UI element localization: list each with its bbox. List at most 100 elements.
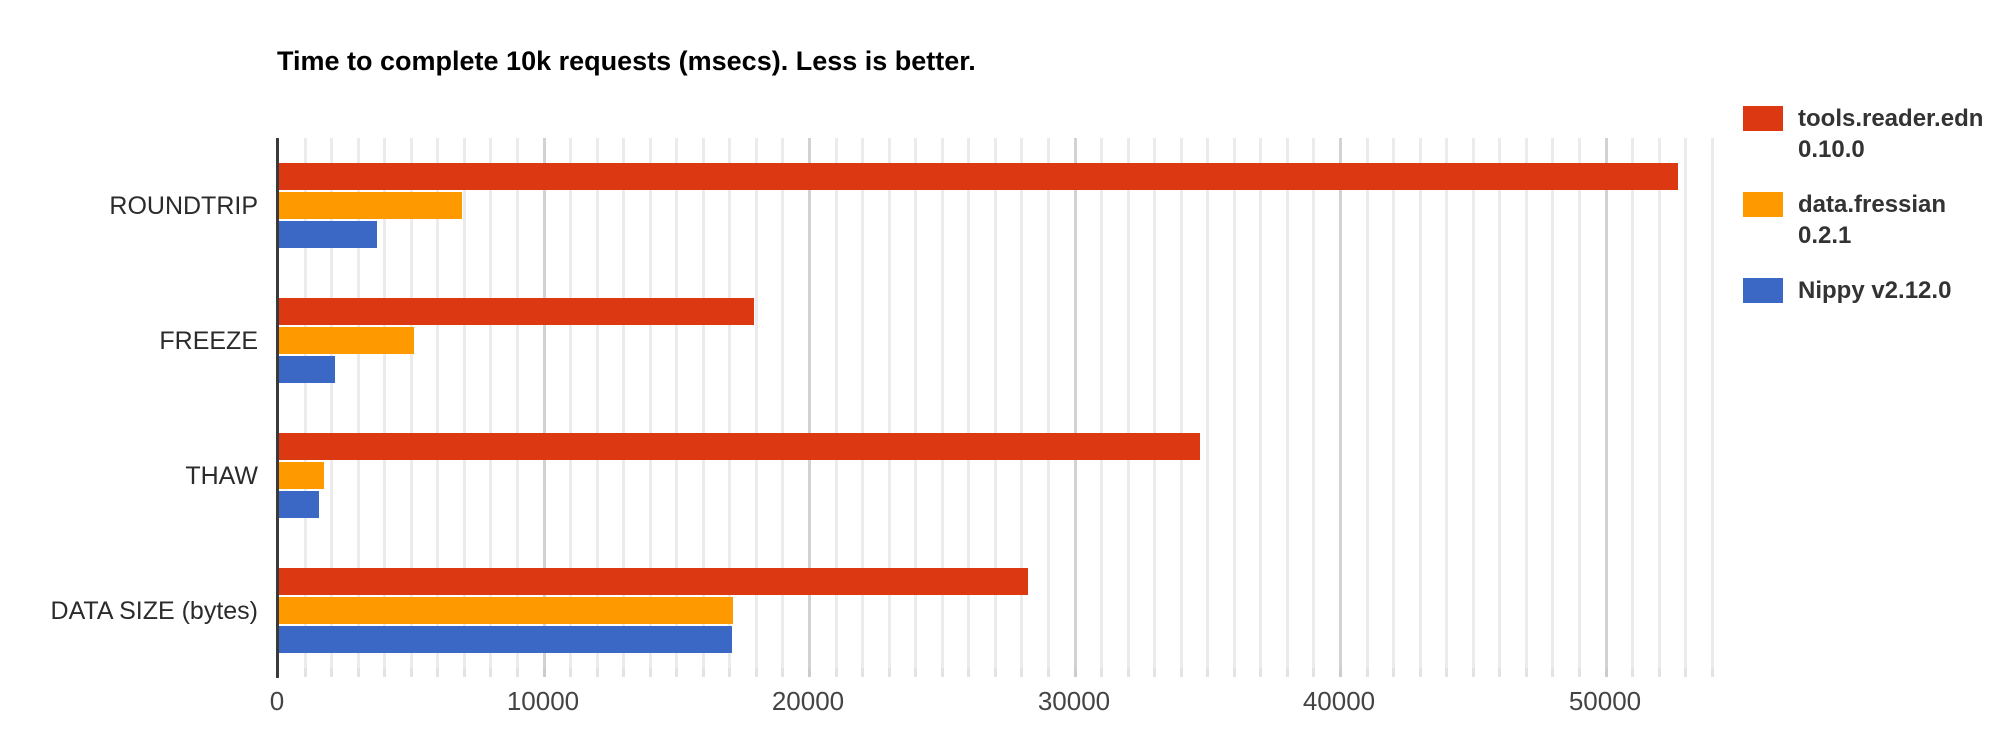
tick-mark	[755, 668, 758, 677]
gridline-minor	[1392, 138, 1395, 668]
bar-3-2	[279, 356, 335, 383]
gridline-minor	[1312, 138, 1315, 668]
bar-2-3	[279, 462, 324, 489]
tick-mark	[702, 668, 705, 677]
tick-mark	[596, 668, 599, 677]
tick-mark	[861, 668, 864, 677]
tick-mark	[808, 668, 811, 677]
gridline-major	[808, 138, 811, 668]
tick-mark	[543, 668, 546, 677]
gridline-minor	[1047, 138, 1050, 668]
gridline-minor	[702, 138, 705, 668]
tick-mark	[1658, 668, 1661, 677]
tick-mark	[1684, 668, 1687, 677]
gridline-minor	[888, 138, 891, 668]
gridline-minor	[489, 138, 492, 668]
gridline-minor	[383, 138, 386, 668]
tick-mark	[1419, 668, 1422, 677]
legend-swatch	[1743, 278, 1783, 303]
axis-baseline	[276, 138, 279, 678]
tick-mark	[994, 668, 997, 677]
gridline-minor	[622, 138, 625, 668]
x-tick-label: 30000	[1037, 686, 1111, 716]
gridline-minor	[1578, 138, 1581, 668]
bar-2-4	[279, 597, 733, 624]
tick-mark	[1020, 668, 1023, 677]
tick-mark	[1525, 668, 1528, 677]
gridline-minor	[1525, 138, 1528, 668]
gridline-minor	[410, 138, 413, 668]
gridline-minor	[1153, 138, 1156, 668]
tick-mark	[1366, 668, 1369, 677]
legend-swatch	[1743, 192, 1783, 217]
bar-3-3	[279, 491, 319, 518]
tick-mark	[304, 668, 307, 677]
tick-mark	[1339, 668, 1342, 677]
plot-area	[276, 138, 1730, 678]
tick-mark	[1312, 668, 1315, 677]
gridline-minor	[1286, 138, 1289, 668]
gridline-minor	[1684, 138, 1687, 668]
tick-mark	[1074, 668, 1077, 677]
tick-mark	[1578, 668, 1581, 677]
tick-mark	[1180, 668, 1183, 677]
gridline-minor	[304, 138, 307, 668]
tick-mark	[1153, 668, 1156, 677]
tick-mark	[1259, 668, 1262, 677]
gridline-minor	[357, 138, 360, 668]
legend: tools.reader.edn 0.10.0 data.fressian 0.2…	[1743, 103, 2006, 330]
tick-mark	[1047, 668, 1050, 677]
category-label: FREEZE	[159, 326, 258, 355]
legend-item: tools.reader.edn 0.10.0	[1743, 103, 2006, 165]
tick-mark	[383, 668, 386, 677]
tick-mark	[1233, 668, 1236, 677]
legend-swatch	[1743, 106, 1783, 131]
tick-mark	[1498, 668, 1501, 677]
bar-1-2	[279, 298, 754, 325]
gridline-minor	[1020, 138, 1023, 668]
tick-mark	[649, 668, 652, 677]
bar-1-3	[279, 433, 1200, 460]
chart-title: Time to complete 10k requests (msecs). L…	[277, 46, 976, 76]
bar-1-4	[279, 568, 1028, 595]
tick-mark	[516, 668, 519, 677]
tick-mark	[835, 668, 838, 677]
x-tick-label: 20000	[771, 686, 845, 716]
gridline-major	[1074, 138, 1077, 668]
gridline-minor	[675, 138, 678, 668]
gridline-minor	[941, 138, 944, 668]
tick-mark	[1127, 668, 1130, 677]
tick-mark	[622, 668, 625, 677]
tick-mark	[1605, 668, 1608, 677]
gridline-minor	[1498, 138, 1501, 668]
tick-mark	[330, 668, 333, 677]
tick-mark	[1392, 668, 1395, 677]
x-tick-label: 40000	[1302, 686, 1376, 716]
tick-mark	[410, 668, 413, 677]
gridline-major	[543, 138, 546, 668]
tick-mark	[1286, 668, 1289, 677]
tick-mark	[781, 668, 784, 677]
tick-mark	[1206, 668, 1209, 677]
gridline-major	[1339, 138, 1342, 668]
tick-mark	[1631, 668, 1634, 677]
tick-mark	[1472, 668, 1475, 677]
gridline-minor	[1180, 138, 1183, 668]
legend-label: Nippy v2.12.0	[1798, 277, 1952, 304]
tick-mark	[569, 668, 572, 677]
gridline-minor	[1631, 138, 1634, 668]
tick-mark	[1711, 668, 1714, 677]
gridline-minor	[463, 138, 466, 668]
tick-mark	[357, 668, 360, 677]
bar-3-4	[279, 626, 732, 653]
gridline-minor	[1711, 138, 1714, 668]
gridline-minor	[914, 138, 917, 668]
x-tick-label: 10000	[506, 686, 580, 716]
legend-label: tools.reader.edn 0.10.0	[1798, 105, 1984, 163]
gridline-minor	[649, 138, 652, 668]
gridline-minor	[1419, 138, 1422, 668]
gridline-minor	[1658, 138, 1661, 668]
x-tick-label: 50000	[1568, 686, 1642, 716]
gridline-minor	[516, 138, 519, 668]
category-label: DATA SIZE (bytes)	[50, 596, 258, 625]
